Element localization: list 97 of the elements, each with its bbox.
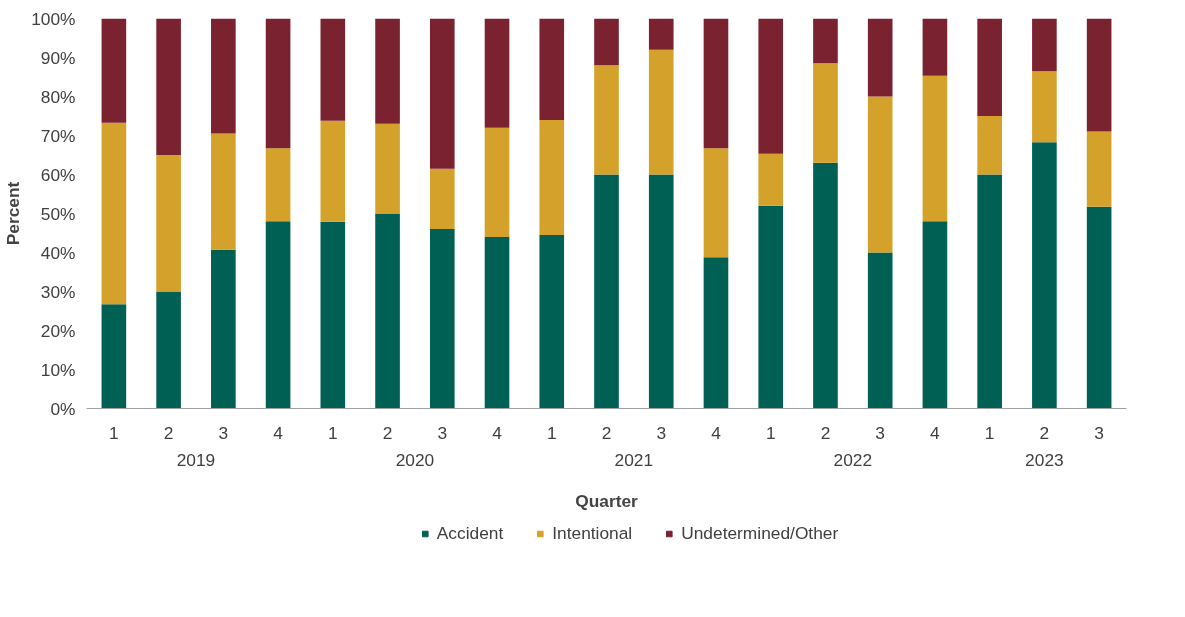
x-tick-label: 1 bbox=[328, 422, 338, 443]
bar bbox=[265, 221, 291, 409]
bar bbox=[539, 119, 565, 235]
text: 2022 bbox=[833, 449, 873, 470]
bar bbox=[594, 65, 619, 175]
bar bbox=[977, 18, 1002, 116]
bar bbox=[101, 18, 127, 123]
text: 2020 bbox=[395, 449, 435, 470]
x-tick-label: 4 bbox=[711, 422, 722, 443]
x-tick-label: 4 bbox=[930, 422, 941, 443]
x-tick-label: 1 bbox=[984, 422, 995, 443]
x-tick-label: 2 bbox=[601, 422, 612, 443]
bar bbox=[1032, 71, 1057, 143]
bar bbox=[539, 234, 565, 409]
y-tick-label: 80% bbox=[40, 86, 76, 107]
bar bbox=[703, 148, 729, 258]
x-tick-label: 3 bbox=[1094, 422, 1104, 443]
bar bbox=[484, 127, 510, 237]
bar bbox=[156, 291, 181, 409]
bar bbox=[1086, 206, 1112, 409]
bar bbox=[922, 18, 948, 76]
bar bbox=[594, 18, 619, 66]
bar bbox=[211, 133, 236, 250]
bar bbox=[156, 155, 181, 292]
y-tick-label: 0% bbox=[50, 398, 76, 419]
bar bbox=[211, 18, 236, 134]
bar bbox=[375, 123, 400, 214]
text: 2019 bbox=[176, 449, 216, 470]
bar bbox=[1086, 131, 1112, 207]
bar bbox=[101, 304, 127, 409]
y-tick-label: 100% bbox=[31, 8, 76, 29]
x-tick-label: 3 bbox=[437, 422, 448, 443]
legend-label: Undetermined/Other bbox=[681, 522, 839, 544]
x-tick-label: 2 bbox=[1039, 422, 1050, 443]
y-axis-title: Percent bbox=[3, 181, 24, 246]
x-axis-title: Quarter bbox=[575, 490, 639, 511]
bar bbox=[211, 249, 236, 409]
bar bbox=[265, 18, 291, 149]
bar bbox=[429, 229, 455, 409]
x-tick-label: 3 bbox=[218, 422, 229, 443]
bar bbox=[648, 18, 674, 50]
bar bbox=[320, 18, 346, 121]
bar bbox=[648, 174, 674, 409]
bar bbox=[484, 236, 510, 409]
x-tick-label: 1 bbox=[109, 422, 119, 443]
bar bbox=[922, 221, 948, 409]
bar bbox=[1032, 142, 1057, 409]
y-tick-label: 90% bbox=[40, 47, 76, 68]
y-tick-label: 40% bbox=[40, 242, 76, 263]
y-tick-label: 10% bbox=[40, 359, 76, 380]
legend-label: Intentional bbox=[552, 522, 633, 544]
bar bbox=[101, 122, 127, 305]
bar bbox=[539, 18, 565, 120]
bar bbox=[977, 174, 1002, 409]
x-tick-label: 4 bbox=[273, 422, 284, 443]
bar bbox=[156, 18, 181, 155]
text: 2021 bbox=[614, 449, 654, 470]
y-tick-label: 20% bbox=[40, 320, 76, 341]
bar bbox=[648, 49, 674, 175]
bar bbox=[758, 205, 784, 409]
bar bbox=[703, 18, 729, 149]
bar bbox=[265, 148, 291, 222]
y-tick-label: 70% bbox=[40, 125, 76, 146]
bar bbox=[758, 153, 784, 206]
x-tick-label: 2 bbox=[382, 422, 393, 443]
bar bbox=[1032, 18, 1057, 72]
bar bbox=[813, 63, 838, 163]
x-tick-label: 3 bbox=[875, 422, 886, 443]
x-tick-label: 3 bbox=[656, 422, 667, 443]
y-tick-label: 50% bbox=[40, 203, 76, 224]
y-tick-label: 60% bbox=[40, 164, 76, 185]
x-tick-label: 4 bbox=[492, 422, 503, 443]
bar bbox=[375, 18, 400, 124]
bar bbox=[594, 174, 619, 409]
bar bbox=[1086, 18, 1112, 132]
bar bbox=[703, 257, 729, 409]
bar bbox=[922, 75, 948, 222]
bar bbox=[813, 162, 838, 409]
bar bbox=[375, 213, 400, 409]
x-tick-label: 1 bbox=[765, 422, 776, 443]
bar bbox=[429, 168, 455, 230]
bar bbox=[320, 120, 346, 222]
bar bbox=[429, 18, 455, 169]
bar bbox=[867, 96, 893, 253]
x-tick-label: 1 bbox=[546, 422, 557, 443]
y-tick-label: 30% bbox=[40, 281, 76, 302]
bar bbox=[484, 18, 510, 128]
x-tick-label: 2 bbox=[820, 422, 831, 443]
legend-label: Accident bbox=[436, 522, 504, 544]
bar bbox=[867, 18, 893, 97]
text: 2023 bbox=[1025, 449, 1064, 470]
bar bbox=[813, 18, 838, 64]
x-tick-label: 2 bbox=[163, 422, 174, 443]
bar bbox=[977, 116, 1002, 175]
bar bbox=[320, 221, 346, 409]
bar bbox=[758, 18, 784, 154]
bar bbox=[867, 252, 893, 409]
